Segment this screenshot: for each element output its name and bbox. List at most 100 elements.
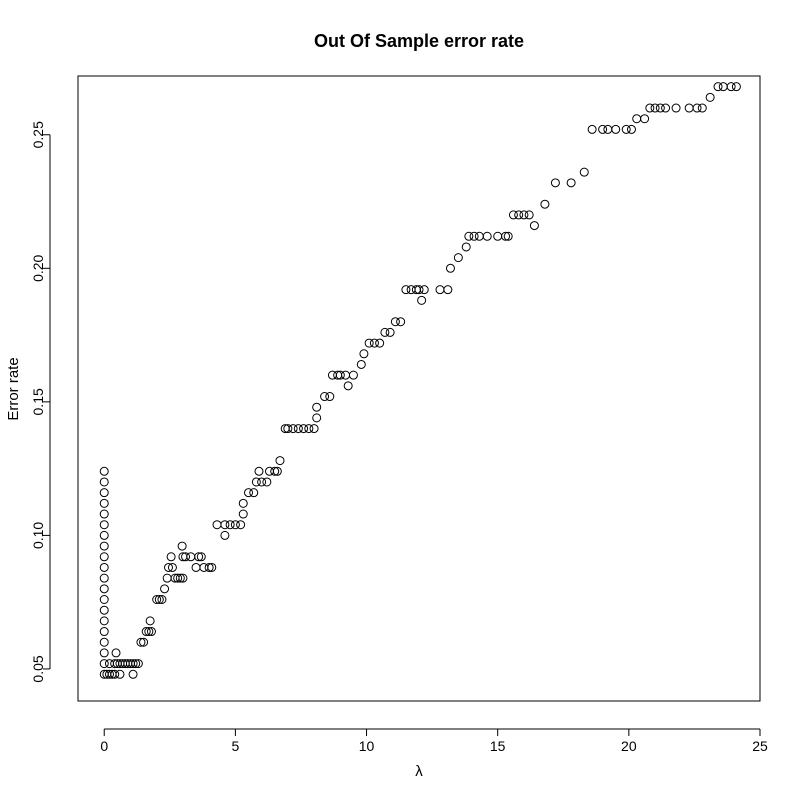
data-point [611, 124, 621, 134]
data-point [697, 103, 707, 113]
data-point [356, 359, 366, 369]
data-point [110, 669, 120, 679]
data-point [191, 562, 201, 572]
data-point [131, 659, 141, 669]
data-point [178, 573, 188, 583]
data-point [99, 541, 109, 551]
data-point [474, 231, 484, 241]
data-point [390, 317, 400, 327]
data-point [671, 103, 681, 113]
data-point [524, 210, 534, 220]
x-tick-label: 20 [621, 738, 637, 754]
data-point [99, 477, 109, 487]
data-point [145, 616, 155, 626]
data-point [369, 338, 379, 348]
data-point [236, 520, 246, 530]
data-point [99, 509, 109, 519]
data-point [325, 392, 335, 402]
data-point [99, 616, 109, 626]
data-point [272, 466, 282, 476]
data-point [152, 595, 162, 605]
data-point [99, 552, 109, 562]
data-point [419, 285, 429, 295]
data-point [684, 103, 694, 113]
data-point [115, 669, 125, 679]
data-point [270, 466, 280, 476]
data-point [501, 231, 511, 241]
data-point [99, 573, 109, 583]
data-point [262, 477, 272, 487]
data-point [128, 659, 138, 669]
data-point [238, 498, 248, 508]
data-point [173, 573, 183, 583]
data-point [194, 552, 204, 562]
data-point [275, 456, 285, 466]
data-point [493, 231, 503, 241]
data-point [99, 605, 109, 615]
data-point [99, 562, 109, 572]
data-point [443, 285, 453, 295]
data-point [341, 370, 351, 380]
x-tick-label: 5 [231, 738, 239, 754]
data-point [598, 124, 608, 134]
data-point [461, 242, 471, 252]
data-point [167, 562, 177, 572]
data-point [157, 595, 167, 605]
data-point [99, 488, 109, 498]
data-point [661, 103, 671, 113]
data-point [99, 659, 109, 669]
data-point [204, 562, 214, 572]
data-point [254, 466, 264, 476]
data-point [244, 488, 253, 498]
data-point [175, 573, 185, 583]
data-point [550, 178, 560, 188]
data-point [375, 338, 385, 348]
data-point [141, 627, 151, 637]
data-point [621, 124, 631, 134]
data-point [713, 82, 723, 92]
data-point [692, 103, 702, 113]
data-point [380, 327, 390, 337]
data-point [587, 124, 597, 134]
plot-frame [77, 75, 761, 702]
data-point [335, 370, 345, 380]
y-tick-label: 0.25 [30, 121, 46, 148]
data-point [364, 338, 374, 348]
data-point [162, 573, 172, 583]
data-point [207, 562, 217, 572]
data-point [99, 595, 109, 605]
data-point [650, 103, 660, 113]
data-point [181, 552, 191, 562]
y-tick-label: 0.05 [30, 655, 46, 682]
data-point [417, 295, 427, 305]
data-point [99, 627, 109, 637]
data-point [579, 167, 589, 177]
data-point [220, 530, 230, 540]
data-point [414, 285, 424, 295]
data-points [99, 82, 741, 679]
data-point [632, 114, 642, 124]
data-point [519, 210, 529, 220]
data-point [186, 552, 196, 562]
data-point [320, 392, 330, 402]
data-point [144, 627, 154, 637]
data-point [139, 637, 149, 647]
data-point [220, 520, 230, 530]
data-point [304, 424, 314, 434]
data-point [146, 627, 156, 637]
x-tick-label: 15 [490, 738, 506, 754]
data-point [283, 424, 293, 434]
x-axis: 0 5 10 15 20 25 [100, 728, 768, 754]
y-axis: 0.05 0.10 0.15 0.20 0.25 [30, 121, 51, 683]
x-tick-label: 10 [359, 738, 375, 754]
data-point [640, 114, 650, 124]
data-point [104, 669, 114, 679]
data-point [453, 253, 463, 263]
y-axis-label: Error rate [5, 357, 22, 420]
data-point [312, 413, 322, 423]
data-point [154, 595, 164, 605]
data-point [225, 520, 235, 530]
data-point [251, 477, 261, 487]
data-point [396, 317, 406, 327]
data-point [348, 370, 358, 380]
